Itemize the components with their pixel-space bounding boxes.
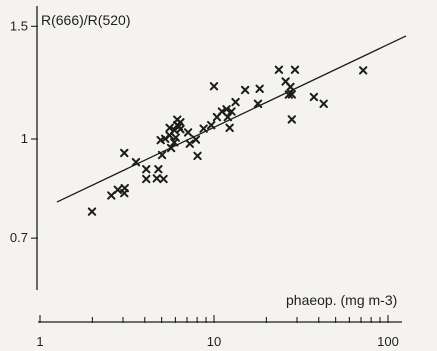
y-ticks: 0.7 1 1.5 [10, 18, 38, 245]
y-tick-label-2: 1.5 [10, 18, 28, 33]
data-point-48 [287, 90, 297, 99]
data-point-5 [120, 148, 129, 158]
x-axis-label: phaeop. (mg m-3) [286, 292, 397, 308]
data-point-13 [159, 174, 168, 184]
data-point-1 [107, 191, 116, 200]
data-point-39 [231, 97, 240, 107]
data-point-8 [142, 165, 151, 174]
data-point-51 [319, 99, 328, 109]
x-tick-label-0: 1 [36, 334, 43, 349]
data-point-41 [253, 99, 263, 109]
data-point-17 [166, 143, 176, 153]
data-point-50 [309, 92, 319, 102]
x-tick-label-18: 100 [377, 334, 399, 349]
data-point-0 [87, 207, 97, 216]
data-point-10 [154, 165, 163, 174]
data-point-37 [225, 123, 234, 133]
data-point-47 [287, 115, 297, 124]
data-point-46 [286, 82, 295, 92]
data-point-20 [171, 133, 180, 142]
data-point-7 [142, 174, 151, 184]
data-point-16 [165, 123, 174, 133]
data-point-32 [209, 82, 219, 91]
data-point-25 [176, 118, 185, 127]
data-point-29 [193, 151, 202, 161]
data-point-6 [131, 157, 141, 167]
y-tick-label-0: 0.7 [10, 230, 28, 245]
regression-line [56, 35, 407, 203]
y-axis-label: R(666)/R(520) [41, 12, 130, 28]
data-point-42 [255, 84, 264, 93]
x-ticks: 1 10 100 [36, 315, 399, 349]
data-point-28 [191, 135, 201, 144]
data-point-43 [274, 65, 284, 74]
data-point-4 [120, 183, 129, 193]
data-point-36 [223, 112, 232, 122]
x-tick-label-9: 10 [207, 334, 221, 349]
data-point-27 [185, 139, 195, 148]
data-point-2 [113, 185, 123, 194]
data-point-30 [199, 124, 208, 133]
data-point-31 [207, 120, 216, 130]
data-point-52 [358, 66, 368, 75]
data-point-26 [183, 128, 193, 137]
data-point-24 [176, 124, 185, 134]
data-point-40 [240, 85, 250, 95]
data-point-49 [290, 65, 300, 74]
data-point-38 [227, 107, 236, 116]
data-point-12 [157, 150, 167, 160]
data-point-35 [222, 105, 231, 114]
fit [56, 35, 407, 203]
y-tick-label-1: 1 [21, 131, 28, 146]
points [87, 65, 368, 216]
data-point-9 [152, 174, 161, 183]
